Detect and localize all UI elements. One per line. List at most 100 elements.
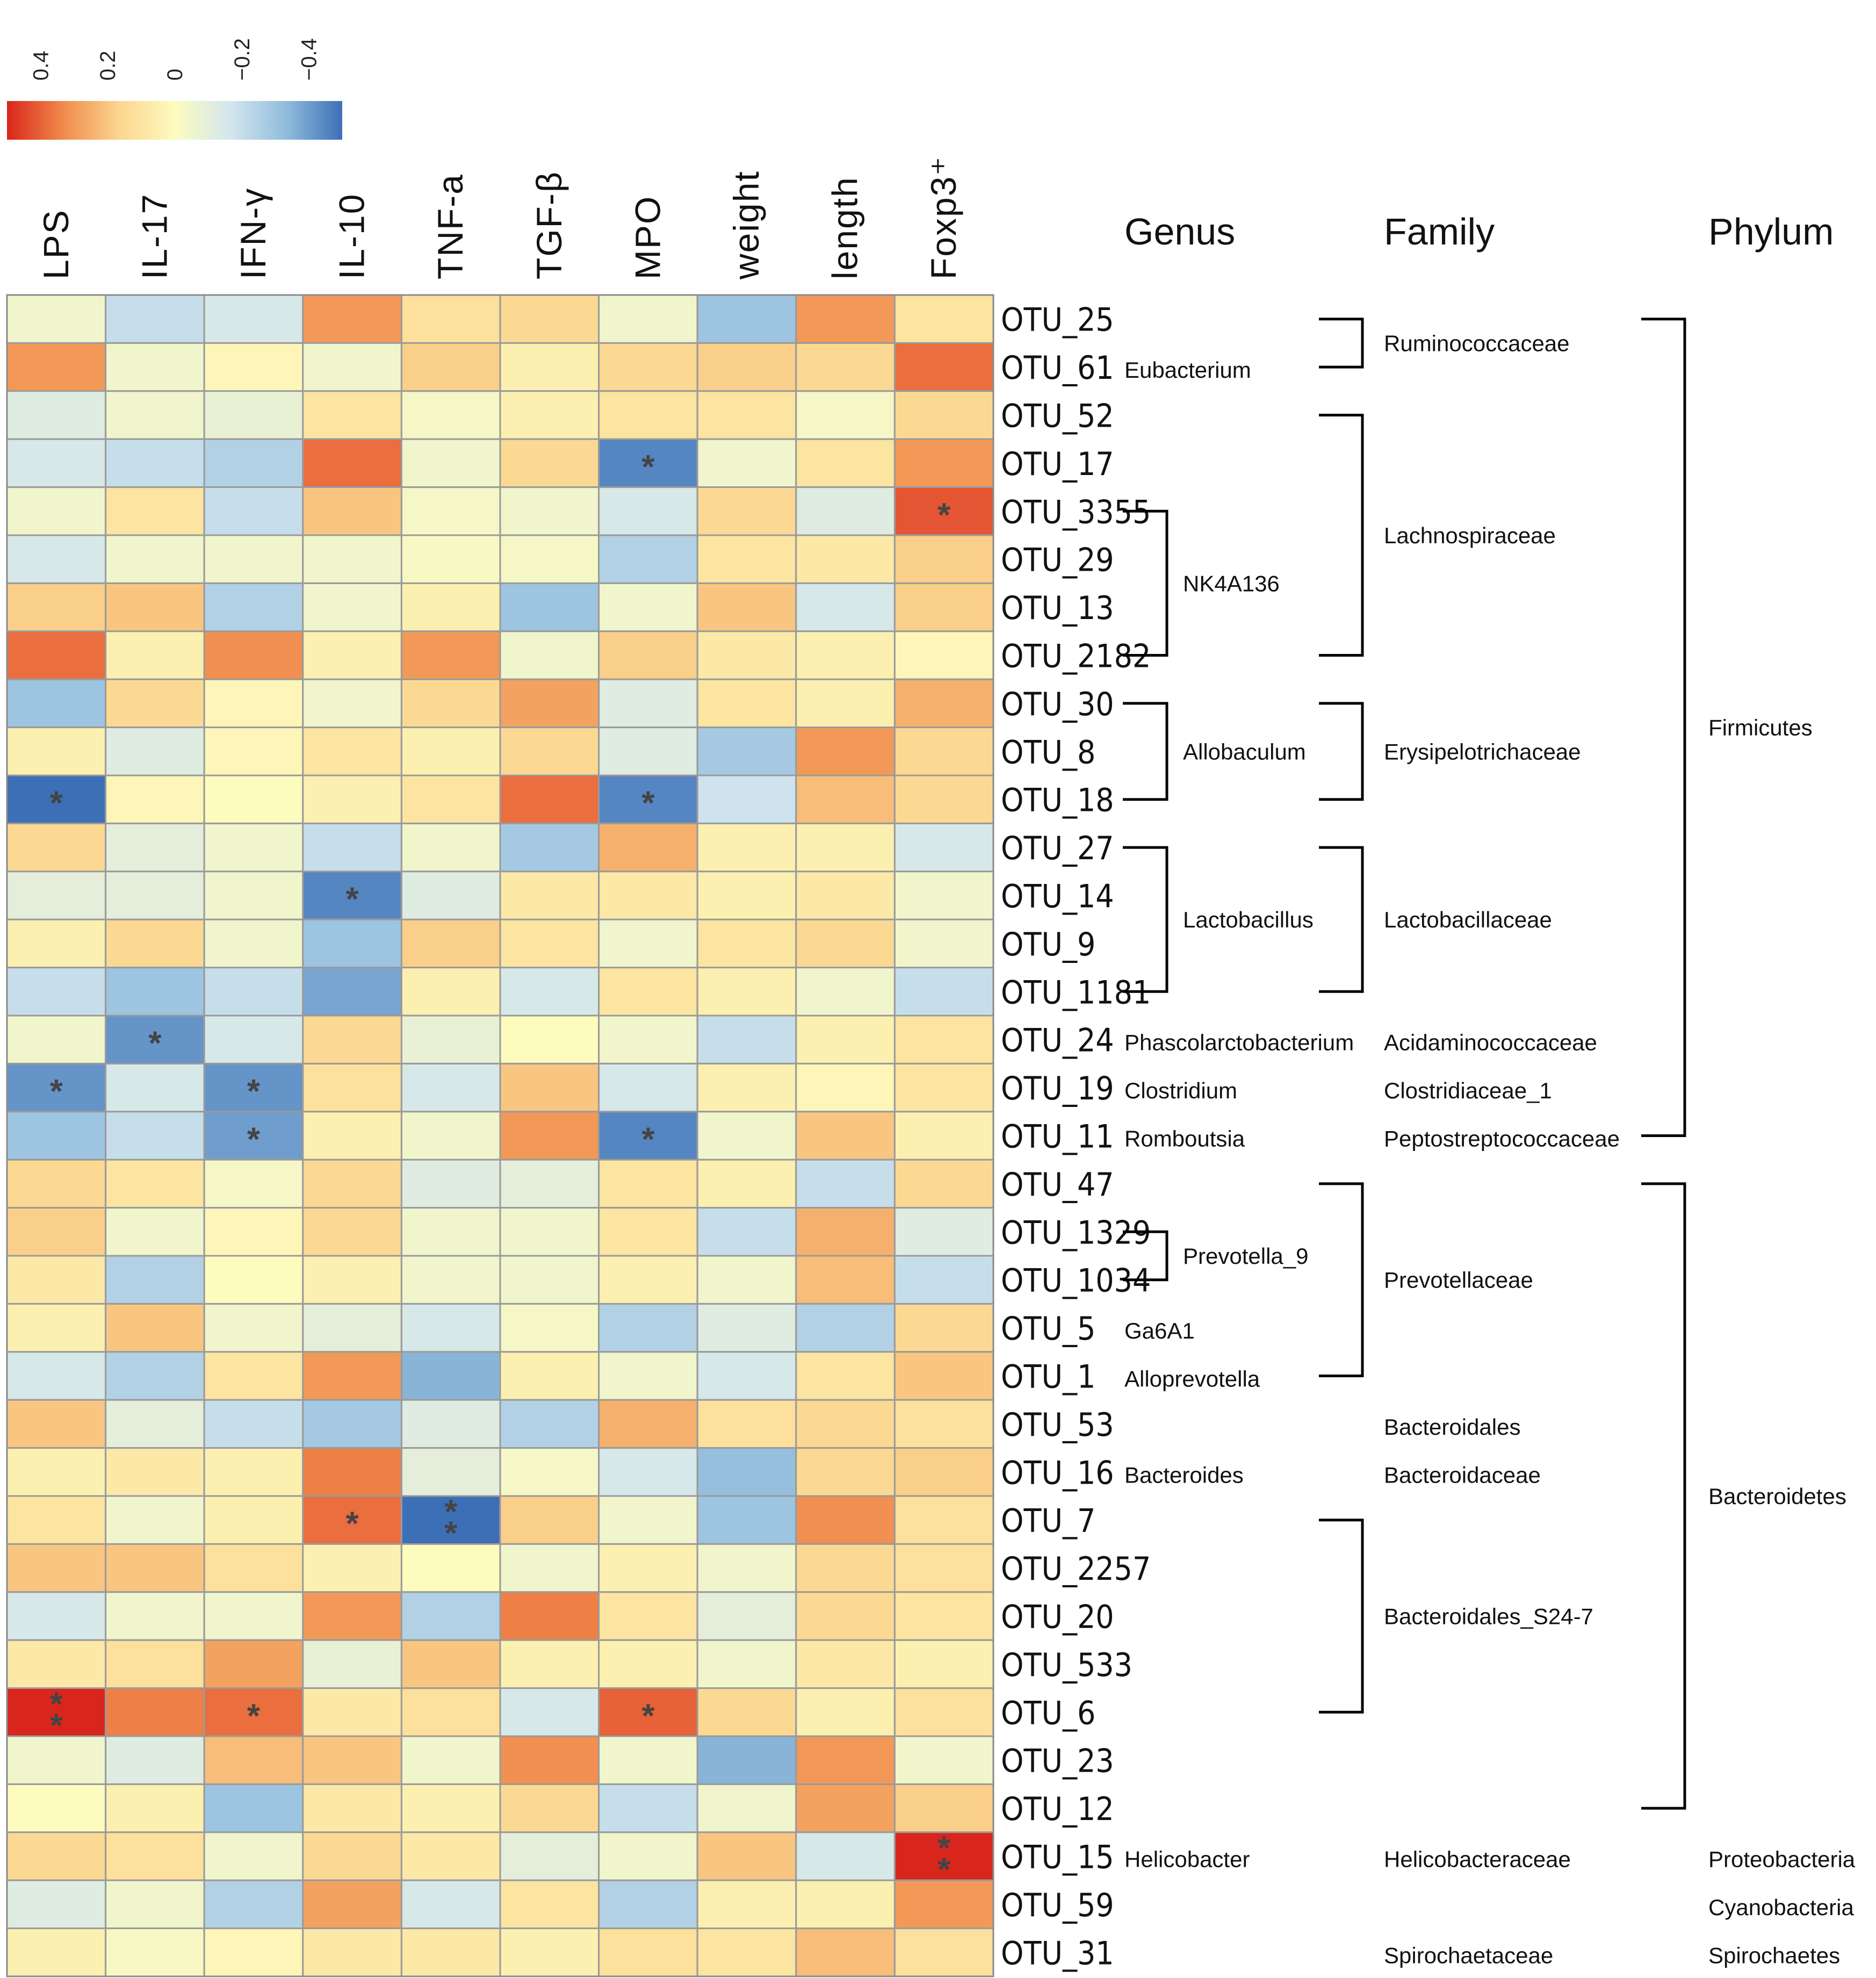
heatmap-cell <box>203 390 304 440</box>
heatmap-cell <box>696 1783 797 1833</box>
row-label: OTU_23 <box>1001 1743 1114 1780</box>
heatmap-cell <box>6 1591 107 1641</box>
heatmap-cell <box>795 727 896 776</box>
family-bracket <box>1319 318 1364 369</box>
heatmap-cell <box>400 1399 501 1449</box>
heatmap-cell <box>6 1351 107 1401</box>
heatmap-cell <box>203 774 304 824</box>
heatmap-cell <box>598 1591 698 1641</box>
heatmap-cell <box>302 1735 402 1785</box>
heatmap-cell <box>400 871 501 920</box>
heatmap-cell <box>400 486 501 536</box>
significance-marker: * <box>641 785 655 822</box>
heatmap-cell <box>893 822 994 873</box>
family-label: Ruminococcaceae <box>1384 330 1570 356</box>
heatmap-cell <box>499 342 600 392</box>
significance-marker: * <box>346 1506 359 1543</box>
heatmap-cell <box>795 1207 896 1257</box>
heatmap-cell <box>6 1207 107 1257</box>
heatmap-cell <box>6 678 107 729</box>
heatmap-cell <box>499 1159 600 1209</box>
heatmap-cell <box>105 1879 205 1930</box>
heatmap-cell <box>105 822 205 873</box>
heatmap-cell <box>598 1639 698 1689</box>
heatmap-cell <box>795 1831 896 1881</box>
heatmap-cell <box>598 534 698 584</box>
heatmap-cell <box>598 1543 698 1593</box>
heatmap-cell <box>105 774 205 824</box>
heatmap-cell <box>598 438 698 488</box>
phylum-label: Firmicutes <box>1708 715 1813 740</box>
heatmap-cell <box>105 582 205 632</box>
heatmap-cell <box>302 1927 402 1977</box>
heatmap-cell <box>696 1351 797 1401</box>
heatmap-cell <box>499 1783 600 1833</box>
significance-marker: * <box>50 785 63 822</box>
heatmap-cell <box>499 822 600 873</box>
heatmap-cell <box>893 967 994 1017</box>
heatmap-cell <box>203 438 304 488</box>
genus-label: Prevotella_9 <box>1183 1243 1308 1269</box>
heatmap-cell <box>302 1062 402 1113</box>
heatmap-cell <box>598 390 698 440</box>
heatmap-cell <box>893 1735 994 1785</box>
heatmap-cell <box>6 1927 107 1977</box>
heatmap-cell <box>795 1015 896 1064</box>
heatmap-cell <box>795 1255 896 1305</box>
heatmap-cell <box>499 1495 600 1545</box>
heatmap-cell <box>6 582 107 632</box>
column-label: IL-17 <box>134 193 174 279</box>
heatmap-cell <box>598 1303 698 1353</box>
heatmap-cell <box>203 1255 304 1305</box>
heatmap-cell <box>598 1687 698 1737</box>
heatmap-cell <box>598 1207 698 1257</box>
heatmap-cell <box>302 1447 402 1497</box>
heatmap-cell <box>203 1303 304 1353</box>
heatmap-cell <box>598 678 698 729</box>
family-label: Bacteroidales <box>1384 1414 1520 1440</box>
heatmap-cell <box>105 438 205 488</box>
heatmap-cell <box>499 1062 600 1113</box>
heatmap-cell <box>499 1687 600 1737</box>
heatmap-cell <box>203 1495 304 1545</box>
heatmap-cell <box>6 1879 107 1930</box>
heatmap-cell <box>302 1879 402 1930</box>
significance-marker: * <box>247 1121 261 1159</box>
genus-label: NK4A136 <box>1183 571 1280 596</box>
heatmap-cell <box>203 582 304 632</box>
row-label: OTU_17 <box>1001 445 1114 483</box>
heatmap-cell <box>696 1735 797 1785</box>
heatmap-cell <box>203 1207 304 1257</box>
heatmap-cell <box>696 1255 797 1305</box>
row-label: OTU_11 <box>1001 1118 1114 1156</box>
genus-label: Alloprevotella <box>1124 1366 1260 1392</box>
heatmap-cell <box>795 871 896 920</box>
heatmap-cell <box>105 1062 205 1113</box>
heatmap-cell <box>105 1783 205 1833</box>
heatmap-cell <box>105 1591 205 1641</box>
heatmap-cell <box>499 918 600 969</box>
heatmap-cell <box>400 822 501 873</box>
heatmap-cell <box>795 967 896 1017</box>
heatmap-cell <box>105 630 205 680</box>
heatmap-cell <box>893 582 994 632</box>
heatmap-cell <box>203 1015 304 1064</box>
row-label: OTU_13 <box>1001 589 1114 627</box>
heatmap-cell <box>400 1831 501 1881</box>
heatmap-cell <box>499 1591 600 1641</box>
heatmap-cell <box>499 967 600 1017</box>
row-label: OTU_18 <box>1001 782 1114 819</box>
heatmap-cell <box>598 1111 698 1161</box>
heatmap-cell <box>893 1447 994 1497</box>
heatmap-cell <box>203 1639 304 1689</box>
family-label: Bacteroidales_S24-7 <box>1384 1604 1593 1629</box>
heatmap-cell <box>893 678 994 729</box>
heatmap-cell <box>499 1255 600 1305</box>
heatmap-cell <box>400 727 501 776</box>
row-labels: OTU_25OTU_61OTU_52OTU_17OTU_3355OTU_29OT… <box>1001 301 1151 1973</box>
heatmap-cell <box>499 1351 600 1401</box>
phylum-header: Phylum <box>1708 211 1834 253</box>
heatmap-cell <box>302 1207 402 1257</box>
heatmap-cell <box>6 1015 107 1064</box>
genus-bracket <box>1123 509 1168 657</box>
